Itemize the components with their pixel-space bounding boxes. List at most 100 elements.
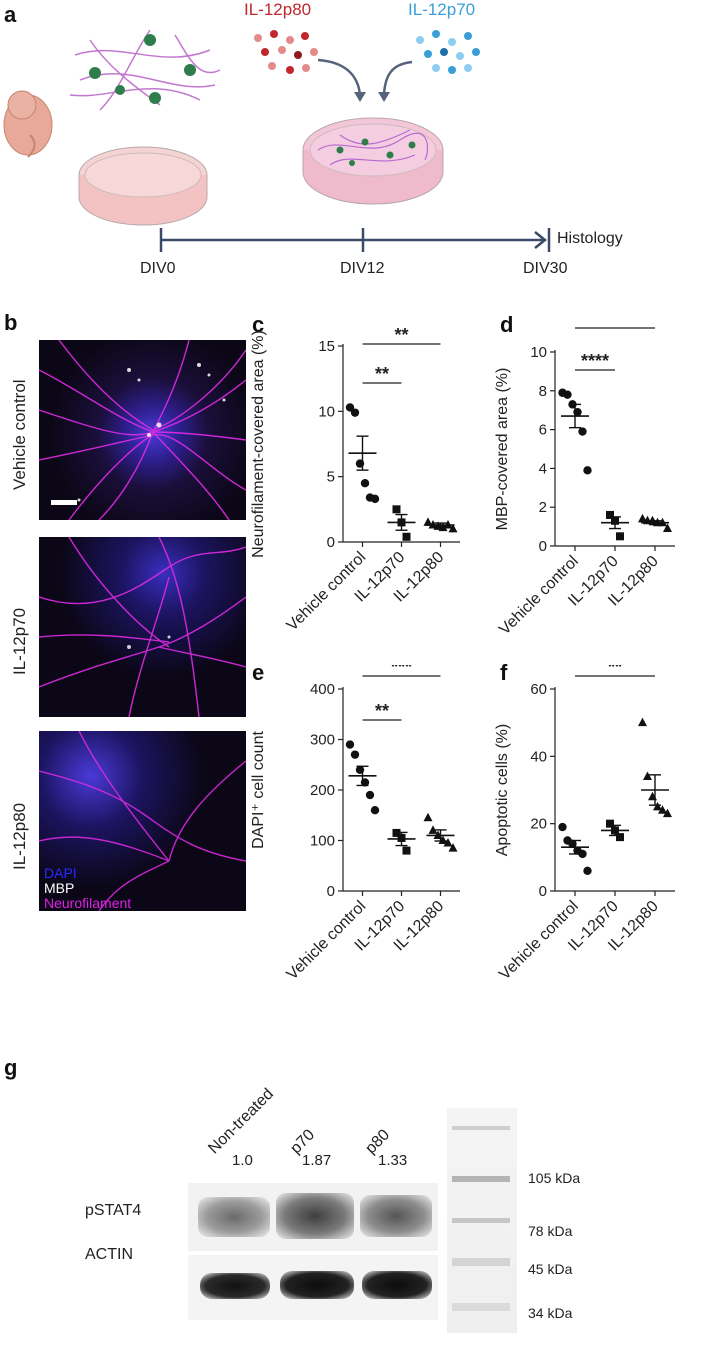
data-point [350, 750, 360, 759]
y-tick-label: 20 [530, 816, 547, 833]
panel-g-letter: g [4, 1055, 18, 1080]
timeline-div12: DIV12 [340, 260, 385, 277]
panel-e-letter: e [252, 660, 265, 685]
marker-45kda: 45 kDa [528, 1261, 573, 1277]
data-point [423, 517, 433, 526]
row-label-actin: ACTIN [85, 1246, 133, 1263]
lane-label-nontreated: Non-treated [205, 1085, 278, 1158]
y-tick-label: 400 [310, 681, 335, 698]
y-tick-label: 8 [539, 383, 547, 400]
marker-34kda: 34 kDa [528, 1305, 573, 1321]
data-point [578, 849, 587, 859]
data-point [578, 427, 587, 436]
y-tick-label: 10 [318, 403, 335, 420]
data-point [606, 510, 614, 519]
data-point [643, 771, 652, 781]
significance-label: ** [608, 665, 622, 677]
y-tick-label: 300 [310, 732, 335, 749]
data-point [345, 403, 355, 412]
y-tick-label: 6 [539, 422, 547, 439]
timeline-div30: DIV30 [523, 260, 568, 277]
data-point [448, 523, 458, 533]
legend-neurofilament: Neurofilament [44, 895, 132, 911]
ratio-p70: 1.87 [302, 1152, 332, 1169]
legend-dapi: DAPI [44, 865, 77, 881]
legend-mbp: MBP [44, 880, 75, 896]
significance-label: *** [391, 665, 412, 677]
culture-dish-1 [78, 146, 208, 226]
y-axis-label: Neurofilament-covered area (%) [250, 330, 267, 558]
label-il12p80: IL-12p80 [244, 0, 312, 19]
blot-pstat4 [188, 1183, 438, 1251]
ratio-p80: 1.33 [378, 1152, 408, 1169]
data-point [663, 808, 672, 818]
panel-a-letter: a [4, 2, 17, 27]
data-point [443, 838, 453, 847]
data-point [663, 523, 672, 533]
data-point [370, 806, 380, 815]
significance-label: **** [581, 351, 609, 371]
data-point [653, 801, 662, 811]
y-tick-label: 200 [310, 782, 335, 799]
embryo-illustration [3, 90, 53, 158]
data-point [350, 408, 360, 417]
timeline-div0: DIV0 [140, 260, 176, 277]
y-tick-label: 40 [530, 748, 547, 765]
y-axis-label: Apoptotic cells (%) [495, 724, 511, 857]
data-point [360, 479, 370, 488]
significance-label: ** [375, 364, 389, 384]
data-point [616, 833, 624, 842]
arrow-p70 [382, 60, 413, 96]
data-point [345, 740, 355, 749]
data-point [370, 494, 380, 504]
ratio-nontreated: 1.0 [232, 1152, 253, 1169]
micrograph-il12p70 [39, 537, 246, 717]
data-point [558, 822, 567, 832]
row-label-il12p80: IL-12p80 [10, 802, 29, 870]
micrograph-vehicle [39, 340, 246, 520]
data-point [402, 532, 411, 541]
y-tick-label: 0 [327, 534, 335, 551]
y-tick-label: 0 [539, 883, 547, 900]
data-point [616, 532, 624, 541]
panel-a-schematic [3, 29, 551, 252]
micrograph-il12p80 [39, 731, 246, 911]
y-tick-label: 100 [310, 833, 335, 850]
band-actin-p70 [280, 1271, 354, 1299]
row-label-pstat4: pSTAT4 [85, 1202, 142, 1219]
panel-c-letter: c [252, 312, 265, 337]
band-pstat4-p70 [276, 1193, 354, 1239]
glia-cells [89, 34, 196, 104]
timeline [159, 228, 551, 252]
data-point [428, 825, 438, 834]
y-tick-label: 60 [530, 681, 547, 698]
significance-label: ** [375, 701, 389, 721]
significance-label: **** [601, 320, 629, 329]
y-tick-label: 2 [539, 499, 547, 516]
significance-label: ** [394, 325, 408, 345]
data-point [638, 717, 647, 727]
row-label-il12p70: IL-12p70 [10, 607, 29, 675]
marker-105kda: 105 kDa [528, 1170, 581, 1186]
band-pstat4-p80 [360, 1195, 432, 1237]
panel-f-letter: f [500, 660, 508, 685]
data-point [392, 505, 401, 514]
label-il12p70: IL-12p70 [408, 0, 476, 19]
timeline-histology: Histology [557, 230, 623, 247]
y-axis-label: MBP-covered area (%) [495, 368, 511, 531]
data-point [606, 819, 614, 828]
y-tick-label: 0 [327, 883, 335, 900]
band-actin-nontreated [200, 1273, 270, 1299]
data-point [638, 513, 647, 523]
data-point [583, 866, 592, 875]
panel-b-letter: b [4, 310, 18, 335]
y-tick-label: 4 [539, 460, 547, 477]
il12p80-particles [254, 30, 318, 74]
culture-dish-2 [302, 117, 444, 205]
y-tick-label: 5 [327, 469, 335, 486]
panel-d-letter: d [500, 312, 514, 337]
